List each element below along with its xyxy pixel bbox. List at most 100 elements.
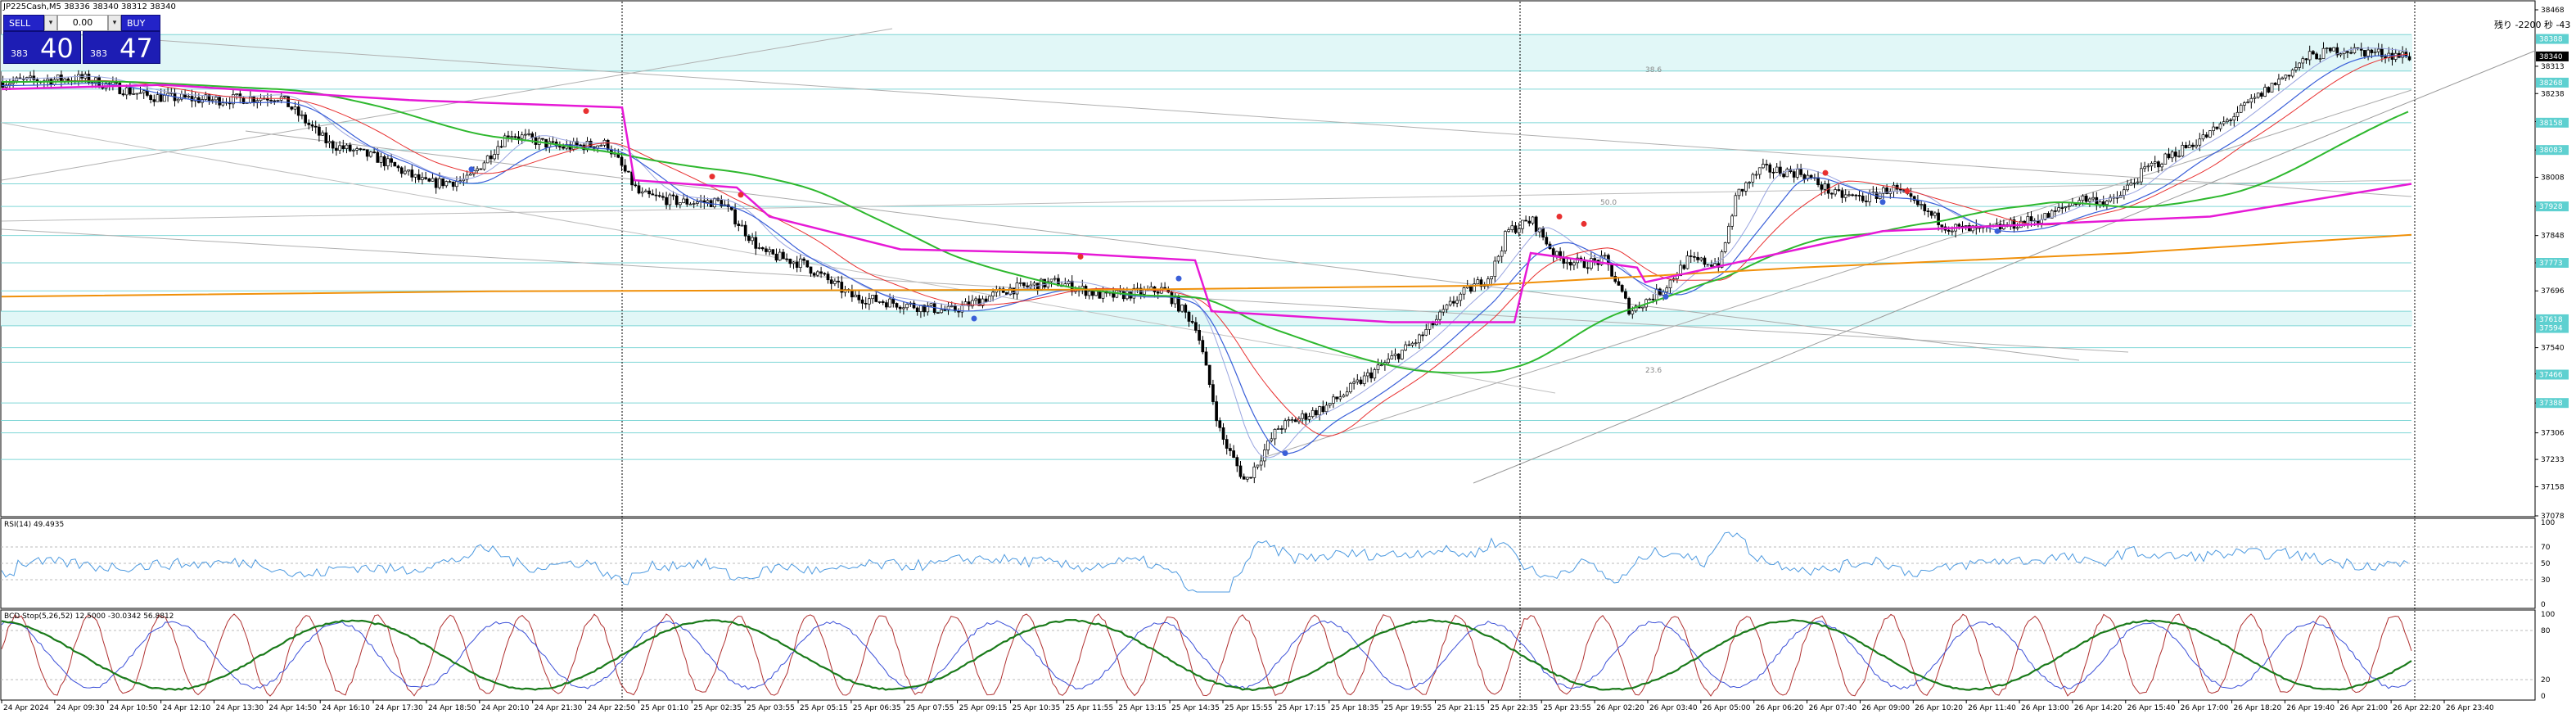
candle-body (713, 197, 716, 208)
candle-body (1909, 193, 1913, 197)
candle-body (1487, 278, 1490, 285)
candle-body (888, 298, 891, 308)
candle-body (1043, 278, 1046, 287)
signal-dot (1581, 220, 1587, 227)
candle-body (465, 174, 469, 180)
sell-button[interactable]: SELL (3, 15, 44, 31)
volume-down-dropdown[interactable]: ▾ (44, 15, 57, 31)
candle-body (877, 301, 882, 303)
sell-price-button[interactable]: 383 40 (3, 31, 81, 64)
time-label: 24 Apr 21:30 (535, 704, 583, 712)
candle-body (163, 95, 166, 102)
stoch-level-label: 80 (2541, 627, 2551, 635)
candle-body (1410, 342, 1414, 346)
candle-body (1699, 257, 1703, 260)
candle-body (444, 181, 449, 187)
horizontal-zones (1, 34, 2412, 460)
candle-body (1937, 212, 1940, 225)
buy-price-button[interactable]: 383 47 (83, 31, 160, 64)
time-label: 24 Apr 13:30 (215, 704, 264, 712)
signal-dot (1282, 450, 1288, 457)
candle-body (1823, 183, 1827, 190)
candle-body (1834, 189, 1837, 195)
ma-lightblue (1, 47, 2409, 459)
candle-body (1617, 281, 1621, 286)
candle-body (530, 133, 535, 138)
candle-body (1541, 228, 1545, 238)
price-tag-text: 37466 (2539, 371, 2563, 379)
candle-body (829, 279, 833, 284)
candle-body (1008, 287, 1012, 295)
rsi-level-label: 100 (2541, 519, 2555, 527)
price-tag-text: 37594 (2539, 325, 2563, 333)
candle-body (438, 178, 441, 188)
candle-body (1568, 261, 1572, 266)
fibo-level-label: 50.0 (1600, 199, 1617, 207)
candle-body (1356, 379, 1360, 382)
candle-body (864, 302, 868, 305)
candle-body (1631, 310, 1635, 314)
time-label: 24 Apr 14:50 (268, 704, 317, 712)
price-label: 37078 (2541, 513, 2565, 521)
candle-body (1263, 450, 1266, 462)
candle-body (696, 201, 699, 204)
candle-body (760, 247, 765, 250)
candle-body (2218, 123, 2222, 129)
candle-body (2115, 197, 2119, 199)
candle-body (365, 149, 369, 157)
price-axis: 3846838313382383816138083380083792837848… (2535, 7, 2569, 521)
candle-body (826, 273, 830, 281)
candle-body (1362, 375, 1366, 384)
candle-body (2195, 144, 2198, 147)
candle-body (1933, 212, 1937, 216)
candle-body (1438, 311, 1441, 320)
candle-body (1473, 283, 1476, 292)
candle-body (2253, 97, 2257, 99)
buy-button[interactable]: BUY (121, 15, 160, 31)
stoch-panel: 100 80 20 0 (1, 611, 2555, 701)
candle-body (1459, 293, 1463, 301)
candle-body (860, 299, 864, 304)
candle-body (2140, 168, 2143, 183)
candle-body (2177, 156, 2181, 157)
candle-body (2332, 47, 2335, 52)
candle-body (1283, 420, 1287, 430)
rsi-level-label: 0 (2541, 601, 2546, 609)
candle-body (190, 96, 194, 102)
rsi-level-label: 30 (2541, 576, 2551, 585)
candle-body (1885, 188, 1888, 194)
candle-body (2380, 48, 2384, 57)
candle-body (1387, 359, 1390, 364)
candle-body (2054, 210, 2057, 212)
candle-body (1710, 264, 1713, 267)
candle-body (2260, 93, 2263, 97)
candle-body (665, 197, 668, 206)
candle-body (1641, 306, 1644, 309)
time-label: 25 Apr 01:10 (640, 704, 688, 712)
candle-body (747, 235, 751, 242)
ma-green (2, 80, 2409, 374)
candle-body (427, 178, 431, 182)
candle-body (1779, 166, 1782, 174)
candle-body (1957, 224, 1961, 227)
candle-body (1373, 369, 1377, 379)
price-tag (2536, 398, 2569, 409)
time-label: 25 Apr 22:35 (1490, 704, 1538, 712)
candle-body (1290, 419, 1294, 422)
candle-body (2308, 51, 2312, 61)
candle-body (1551, 248, 1555, 256)
candle-body (404, 170, 407, 174)
current-price-tag (2536, 51, 2569, 61)
volume-up-dropdown[interactable]: ▾ (108, 15, 121, 31)
ma-red (2, 53, 2409, 437)
time-label: 25 Apr 09:15 (959, 704, 1008, 712)
candle-body (252, 97, 255, 102)
candle-body (2143, 166, 2146, 169)
candle-body (1964, 225, 1968, 227)
candle-body (310, 124, 314, 127)
volume-input[interactable]: 0.00 (57, 15, 108, 31)
candle-body (2167, 153, 2171, 159)
candle-body (1882, 188, 1885, 194)
candle-body (823, 273, 827, 275)
